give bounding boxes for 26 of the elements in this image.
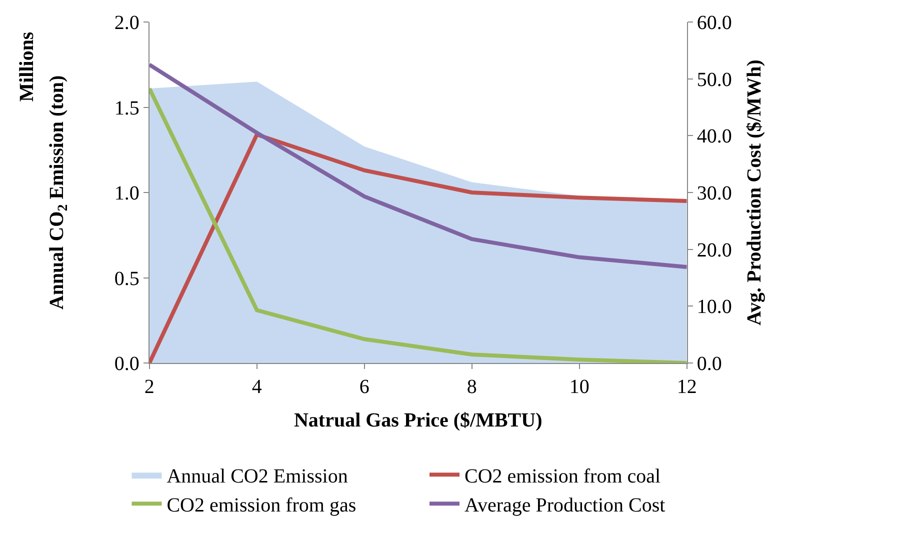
y2-tick-label: 20.0 xyxy=(696,239,732,262)
y-tick-label: 0.5 xyxy=(114,268,140,290)
y2-tick-label: 50.0 xyxy=(696,68,732,91)
legend-label: CO2 emission from coal xyxy=(464,465,662,488)
legend-label: Annual CO2 Emission xyxy=(166,465,348,488)
y-tick-label: 1.5 xyxy=(114,97,140,120)
x-axis-title: Natrual Gas Price ($/MBTU) xyxy=(294,410,542,432)
y2-tick-label: 30.0 xyxy=(696,182,732,204)
y2-tick-label: 10.0 xyxy=(696,296,732,318)
x-tick-label: 8 xyxy=(466,376,477,398)
y-tick-label: 1.0 xyxy=(114,182,140,204)
legend-label: Average Production Cost xyxy=(464,494,666,516)
x-tick-label: 2 xyxy=(144,376,154,398)
line-series xyxy=(149,62,687,269)
y2-tick-label: 40.0 xyxy=(696,126,732,148)
x-tick-label: 12 xyxy=(676,376,697,398)
x-tick-label: 6 xyxy=(359,376,370,398)
x-tick-label: 10 xyxy=(569,376,590,398)
x-tick-label: 4 xyxy=(252,376,262,398)
legend-label: CO2 emission from gas xyxy=(166,494,356,516)
y2-tick-label: 0.0 xyxy=(696,353,722,375)
y2-tick-label: 60.0 xyxy=(696,12,732,34)
y-tick-label: 0.0 xyxy=(114,353,140,375)
text: Millions xyxy=(16,32,38,102)
y-tick-label: 2.0 xyxy=(114,12,140,34)
y2-axis-title: Avg. Production Cost ($/MWh) xyxy=(743,60,766,326)
